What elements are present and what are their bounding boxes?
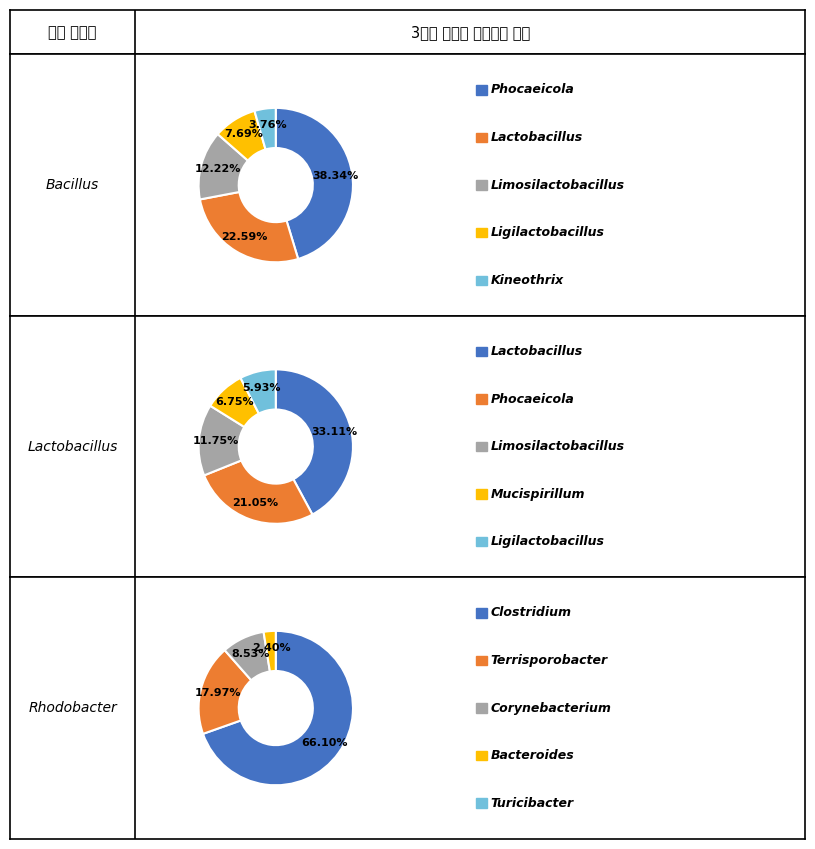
Text: 7.69%: 7.69%: [224, 129, 263, 139]
Text: Lactobacillus: Lactobacillus: [491, 131, 583, 144]
Wedge shape: [204, 460, 312, 524]
Wedge shape: [200, 192, 298, 262]
Text: 3일차 미생물 군집구조 결과: 3일차 미생물 군집구조 결과: [411, 25, 530, 40]
Wedge shape: [225, 632, 270, 680]
Wedge shape: [203, 631, 353, 785]
Text: Lactobacillus: Lactobacillus: [28, 440, 118, 453]
Wedge shape: [254, 108, 275, 149]
Text: Terrisporobacter: Terrisporobacter: [491, 654, 608, 667]
Text: Turicibacter: Turicibacter: [491, 796, 574, 810]
Text: 38.34%: 38.34%: [312, 171, 359, 181]
Wedge shape: [199, 650, 251, 734]
Text: Phocaeicola: Phocaeicola: [491, 83, 575, 97]
Wedge shape: [210, 378, 259, 427]
Text: 5.93%: 5.93%: [242, 383, 281, 393]
Text: Mucispirillum: Mucispirillum: [491, 487, 585, 501]
Text: 21.05%: 21.05%: [232, 498, 279, 509]
Wedge shape: [275, 108, 353, 259]
Text: 22.59%: 22.59%: [222, 232, 268, 242]
Wedge shape: [263, 631, 275, 672]
Text: 6.75%: 6.75%: [216, 397, 254, 408]
Text: Bacteroides: Bacteroides: [491, 749, 575, 762]
Text: Lactobacillus: Lactobacillus: [491, 345, 583, 358]
Wedge shape: [199, 406, 244, 475]
Text: 8.53%: 8.53%: [231, 649, 269, 659]
Text: Ligilactobacillus: Ligilactobacillus: [491, 226, 605, 239]
Text: Bacillus: Bacillus: [46, 178, 99, 192]
Wedge shape: [240, 369, 275, 413]
Text: 33.11%: 33.11%: [311, 427, 357, 437]
Text: Phocaeicola: Phocaeicola: [491, 392, 575, 406]
Text: Rhodobacter: Rhodobacter: [29, 701, 117, 715]
Text: 12.22%: 12.22%: [195, 164, 241, 174]
Text: 2.40%: 2.40%: [252, 643, 290, 653]
Text: Limosilactobacillus: Limosilactobacillus: [491, 178, 625, 192]
Text: 66.10%: 66.10%: [302, 738, 348, 748]
Text: Limosilactobacillus: Limosilactobacillus: [491, 440, 625, 453]
Wedge shape: [199, 134, 248, 200]
Wedge shape: [218, 111, 266, 160]
Text: 3.76%: 3.76%: [248, 121, 287, 131]
Text: Corynebacterium: Corynebacterium: [491, 701, 611, 715]
Text: 주입 미생물: 주입 미생물: [48, 25, 97, 40]
Text: Clostridium: Clostridium: [491, 606, 571, 620]
Text: 17.97%: 17.97%: [194, 688, 240, 698]
Text: Kineothrix: Kineothrix: [491, 273, 564, 287]
Wedge shape: [275, 369, 353, 514]
Text: Ligilactobacillus: Ligilactobacillus: [491, 535, 605, 548]
Text: 11.75%: 11.75%: [192, 436, 239, 447]
